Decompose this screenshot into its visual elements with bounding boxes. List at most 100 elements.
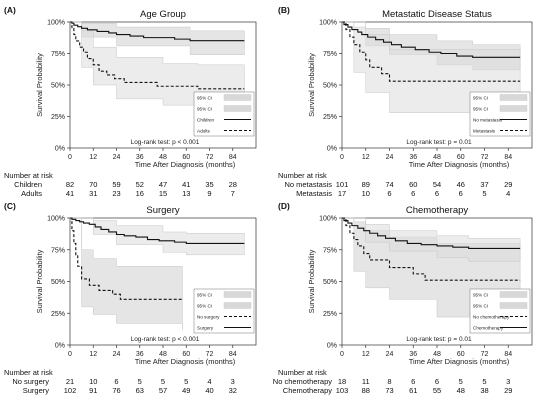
risk-count: 5 (459, 377, 463, 386)
risk-count: 6 (387, 189, 391, 198)
y-axis-label: Survival Probability (35, 249, 44, 313)
risk-count: 23 (112, 189, 120, 198)
risk-count: 91 (89, 386, 97, 395)
risk-row-label: No chemotherapy (273, 377, 332, 386)
risk-count: 46 (457, 180, 465, 189)
risk-count: 73 (385, 386, 393, 395)
risk-table-header: Number at risk (278, 171, 327, 180)
risk-count: 57 (159, 386, 167, 395)
legend: 95% CI 95% CI No metastasis Metastasis (469, 91, 531, 137)
risk-count: 59 (112, 180, 120, 189)
chart-title: Age Group (140, 9, 186, 20)
legend-ci-swatch (499, 291, 528, 298)
risk-count: 76 (112, 386, 120, 395)
x-tick-label: 84 (229, 154, 237, 161)
legend-ci-swatch (223, 291, 252, 298)
risk-count: 54 (433, 180, 441, 189)
risk-row-label: Surgery (23, 386, 50, 395)
km-panel-3: (D) Chemotherapy 0% 25% 50% 75% 100% Survival P… (273, 201, 533, 395)
legend-label-adults: Adults (197, 129, 210, 134)
x-tick-label: 60 (182, 351, 190, 358)
risk-count: 29 (504, 386, 512, 395)
y-tick-label: 0% (327, 343, 337, 350)
risk-count: 49 (182, 386, 190, 395)
legend-label-children: Children (197, 118, 215, 123)
legend-label-no-metastasis: No metastasis (473, 118, 503, 123)
legend-ci-swatch (499, 302, 528, 309)
risk-count: 48 (457, 386, 465, 395)
legend-ci-swatch (499, 94, 528, 101)
y-axis-label: Survival Probability (35, 53, 44, 117)
ci-band-children (70, 21, 245, 55)
legend-ci-label: 95% CI (473, 96, 488, 101)
y-axis-label: Survival Probability (307, 53, 316, 117)
risk-count: 5 (482, 377, 486, 386)
risk-count: 63 (136, 386, 144, 395)
ci-band-no-surgery (70, 217, 183, 330)
x-tick-label: 36 (136, 154, 144, 161)
y-tick-label: 75% (51, 247, 65, 254)
risk-count: 32 (229, 386, 237, 395)
risk-count: 3 (231, 377, 235, 386)
legend-ci-swatch (223, 105, 252, 112)
y-tick-label: 25% (323, 114, 337, 121)
risk-count: 41 (66, 189, 74, 198)
risk-count: 21 (66, 377, 74, 386)
ci-band-chemotherapy (342, 217, 521, 262)
legend: 95% CI 95% CI No chemotherapy Chemotherapy (469, 288, 531, 334)
survival-line-no-surgery (70, 217, 183, 300)
risk-count: 61 (409, 386, 417, 395)
risk-table-header: Number at risk (4, 171, 53, 180)
risk-count: 89 (362, 180, 370, 189)
x-tick-label: 0 (68, 351, 72, 358)
legend-ci-label: 95% CI (473, 293, 488, 298)
legend-label-chemotherapy: Chemotherapy (473, 326, 504, 331)
risk-count: 16 (136, 189, 144, 198)
legend-ci-label: 95% CI (473, 304, 488, 309)
risk-count: 9 (207, 189, 211, 198)
legend-ci-label: 95% CI (197, 304, 212, 309)
y-tick-label: 50% (323, 83, 337, 90)
km-panel-0: (A) Age Group 0% 25% 50% 75% 100% Survival Prob… (4, 5, 257, 198)
x-tick-label: 24 (113, 154, 121, 161)
x-tick-label: 72 (481, 351, 489, 358)
risk-count: 11 (362, 377, 370, 386)
legend-ci-label: 95% CI (473, 107, 488, 112)
legend-ci-swatch (223, 94, 252, 101)
logrank-annotation: Log-rank test: p = 0.01 (406, 336, 472, 343)
x-tick-label: 72 (206, 351, 214, 358)
risk-count: 40 (205, 386, 213, 395)
x-tick-label: 36 (409, 154, 417, 161)
legend: 95% CI 95% CI No surgery Surgery (193, 288, 255, 334)
survival-line-chemotherapy (342, 217, 521, 250)
survival-line-children (70, 21, 245, 42)
panel-label: (A) (4, 5, 16, 15)
y-tick-label: 100% (47, 216, 65, 223)
km-panel-2: (C) Surgery 0% 25% 50% 75% 100% Survival Probab… (4, 201, 257, 395)
panel-label: (C) (4, 201, 16, 211)
survival-line-metastasis (342, 21, 521, 82)
risk-row-label: No metastasis (284, 180, 332, 189)
y-tick-label: 25% (51, 114, 65, 121)
risk-row-label: Metastasis (296, 189, 332, 198)
legend-label-no-chemotherapy: No chemotherapy (473, 315, 510, 320)
risk-count: 5 (184, 377, 188, 386)
risk-count: 13 (182, 189, 190, 198)
risk-count: 35 (205, 180, 213, 189)
risk-row-label: Children (14, 180, 42, 189)
x-tick-label: 60 (457, 154, 465, 161)
x-axis-label: Time After Diagnosis (months) (135, 357, 236, 366)
y-tick-label: 75% (51, 51, 65, 58)
risk-count: 6 (411, 377, 415, 386)
x-tick-label: 60 (457, 351, 465, 358)
risk-count: 6 (435, 189, 439, 198)
x-tick-label: 24 (386, 351, 394, 358)
risk-count: 82 (66, 180, 74, 189)
x-axis-label: Time After Diagnosis (months) (409, 160, 510, 169)
risk-count: 47 (159, 180, 167, 189)
x-tick-label: 48 (159, 351, 167, 358)
legend-ci-swatch (499, 105, 528, 112)
risk-count: 6 (459, 189, 463, 198)
survival-line-no-metastasis (342, 21, 521, 58)
